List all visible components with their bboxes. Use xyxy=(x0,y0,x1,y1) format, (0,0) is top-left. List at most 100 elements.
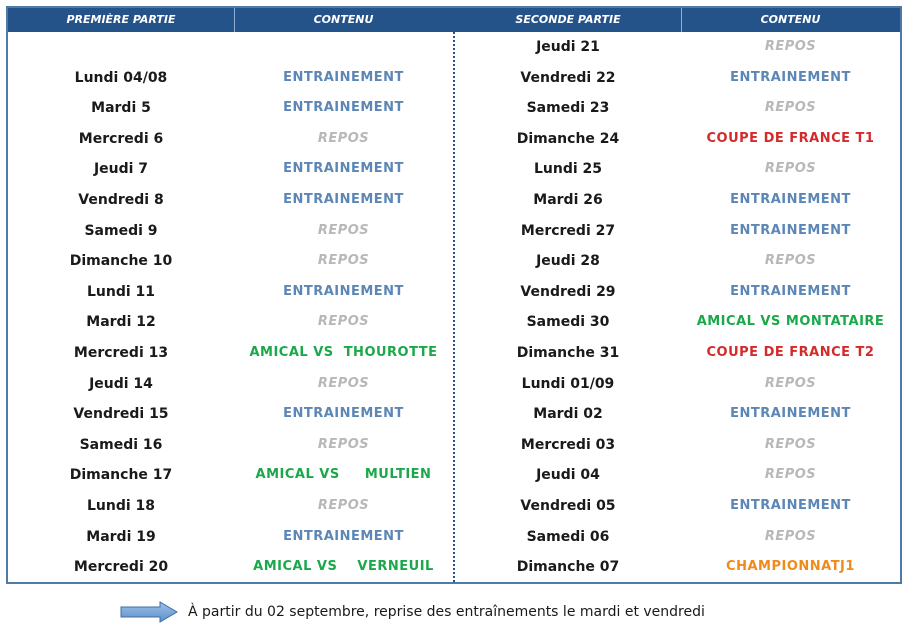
table-row: Dimanche 24 COUPE DE FRANCE T1 xyxy=(8,124,900,154)
table-row: Jeudi 04 REPOS xyxy=(8,460,900,490)
activity-label: COUPE DE FRANCE T2 xyxy=(706,345,875,360)
activity-label: REPOS xyxy=(764,39,817,54)
activity-label: REPOS xyxy=(764,375,817,391)
table-row: Dimanche 07 CHAMPIONNATJ1 xyxy=(8,552,900,582)
header-content-right: CONTENU xyxy=(760,13,821,26)
day-label: Dimanche 10 xyxy=(69,253,173,270)
header-divider xyxy=(234,8,235,32)
day-label: Dimanche 07 xyxy=(516,559,620,576)
table-row: Mardi 12 REPOS xyxy=(8,307,900,337)
activity-label: REPOS xyxy=(317,130,370,146)
day-label: Dimanche 17 xyxy=(69,467,173,484)
table-row: Vendredi 22 ENTRAINEMENT xyxy=(8,63,900,93)
activity-label: AMICAL VS MONTATAIRE xyxy=(696,314,885,330)
day-label: Mardi 19 xyxy=(86,528,156,545)
activity-label: ENTRAINEMENT xyxy=(730,222,851,238)
table-row: Jeudi 14 REPOS xyxy=(8,369,900,399)
day-label: Lundi 25 xyxy=(533,161,603,178)
table-row: Dimanche 31 COUPE DE FRANCE T2 xyxy=(8,338,900,368)
footnote: À partir du 02 septembre, reprise des en… xyxy=(120,597,705,627)
header-content-left: CONTENU xyxy=(313,13,374,26)
right-arrow-icon xyxy=(120,601,178,623)
table-row: Mardi 19 ENTRAINEMENT xyxy=(8,522,900,552)
header-second-part: SECONDE PARTIE xyxy=(515,13,621,26)
day-label: Samedi 06 xyxy=(526,528,610,545)
table-row: Mercredi 03 REPOS xyxy=(8,430,900,460)
day-label: Samedi 9 xyxy=(84,222,158,239)
activity-label: ENTRAINEMENT xyxy=(283,69,404,85)
day-label: Jeudi 28 xyxy=(536,253,600,270)
table-row: Vendredi 05 ENTRAINEMENT xyxy=(8,491,900,521)
activity-label: REPOS xyxy=(317,436,370,452)
day-label: Lundi 18 xyxy=(86,498,156,514)
activity-label: REPOS xyxy=(764,528,817,544)
table-row: Samedi 16 REPOS xyxy=(8,430,900,460)
day-label: Mercredi 13 xyxy=(73,345,169,361)
activity-label: CHAMPIONNATJ1 xyxy=(726,559,855,575)
activity-label: REPOS xyxy=(317,498,370,513)
activity-label: REPOS xyxy=(764,100,817,116)
activity-label: ENTRAINEMENT xyxy=(730,283,851,299)
day-label: Mercredi 03 xyxy=(520,436,616,453)
schedule-table: PREMIÈRE PARTIE CONTENU SECONDE PARTIE C… xyxy=(6,6,902,584)
table-row: Vendredi 29 ENTRAINEMENT xyxy=(8,277,900,307)
table-row: Vendredi 15 ENTRAINEMENT xyxy=(8,399,900,429)
activity-label: COUPE DE FRANCE T1 xyxy=(706,130,875,146)
day-label: Vendredi 29 xyxy=(520,283,616,300)
day-label: Samedi 23 xyxy=(526,100,610,117)
table-row: Samedi 30 AMICAL VS MONTATAIRE xyxy=(8,307,900,337)
header-divider xyxy=(681,8,682,32)
table-row: Dimanche 17 AMICAL VS MULTIEN xyxy=(8,460,900,490)
day-label: Jeudi 04 xyxy=(536,467,600,484)
table-row: Lundi 25 REPOS xyxy=(8,154,900,184)
activity-label: REPOS xyxy=(317,314,370,330)
activity-label: ENTRAINEMENT xyxy=(730,192,851,207)
activity-label: REPOS xyxy=(317,222,370,238)
table-row: Mardi 5 ENTRAINEMENT xyxy=(8,93,900,123)
day-label: Lundi 04/08 xyxy=(74,69,168,86)
day-label: Dimanche 31 xyxy=(516,345,620,361)
table-row: Jeudi 21 REPOS xyxy=(8,32,900,62)
day-label: Mercredi 6 xyxy=(78,130,164,147)
day-label: Mardi 02 xyxy=(533,406,603,423)
activity-label: ENTRAINEMENT xyxy=(730,498,851,513)
activity-label: ENTRAINEMENT xyxy=(283,528,404,544)
table-row: Lundi 01/09 REPOS xyxy=(8,369,900,399)
activity-label: REPOS xyxy=(317,253,370,269)
day-label: Lundi 01/09 xyxy=(521,375,615,392)
day-label: Jeudi 7 xyxy=(93,161,149,178)
table-row: Mardi 26 ENTRAINEMENT xyxy=(8,185,900,215)
table-row: Samedi 23 REPOS xyxy=(8,93,900,123)
table-row: Lundi 04/08 ENTRAINEMENT xyxy=(8,63,900,93)
day-label: Mardi 5 xyxy=(91,100,151,117)
day-label: Vendredi 15 xyxy=(73,406,169,423)
table-row: Mercredi 27 ENTRAINEMENT xyxy=(8,216,900,246)
activity-label: REPOS xyxy=(764,253,817,269)
footnote-text: À partir du 02 septembre, reprise des en… xyxy=(188,604,705,620)
activity-label: REPOS xyxy=(317,375,370,391)
day-label: Vendredi 22 xyxy=(520,69,616,86)
activity-label: ENTRAINEMENT xyxy=(283,161,404,177)
day-label: Vendredi 05 xyxy=(520,498,616,514)
day-label: Samedi 30 xyxy=(526,314,610,331)
day-label: Vendredi 8 xyxy=(78,192,164,208)
table-row: Mercredi 6 REPOS xyxy=(8,124,900,154)
table-row: Mercredi 13 AMICAL VS THOUROTTE xyxy=(8,338,900,368)
center-dotted-divider xyxy=(453,8,455,582)
table-row: Lundi 18 REPOS xyxy=(8,491,900,521)
day-label: Mercredi 27 xyxy=(520,222,616,239)
activity-label: ENTRAINEMENT xyxy=(283,283,404,299)
day-label: Mercredi 20 xyxy=(73,559,169,576)
activity-label: ENTRAINEMENT xyxy=(283,192,404,207)
table-row: Mardi 02 ENTRAINEMENT xyxy=(8,399,900,429)
activity-label: ENTRAINEMENT xyxy=(283,406,404,422)
day-label: Dimanche 24 xyxy=(516,130,620,147)
day-label: Jeudi 14 xyxy=(89,375,153,392)
table-row: Lundi 11 ENTRAINEMENT xyxy=(8,277,900,307)
activity-label: REPOS xyxy=(764,467,817,483)
activity-label: AMICAL VS VERNEUIL xyxy=(253,559,434,575)
day-label: Jeudi 21 xyxy=(536,39,600,55)
table-row: Jeudi 28 REPOS xyxy=(8,246,900,276)
day-label: Mardi 26 xyxy=(533,192,603,208)
day-label: Samedi 16 xyxy=(79,436,163,453)
